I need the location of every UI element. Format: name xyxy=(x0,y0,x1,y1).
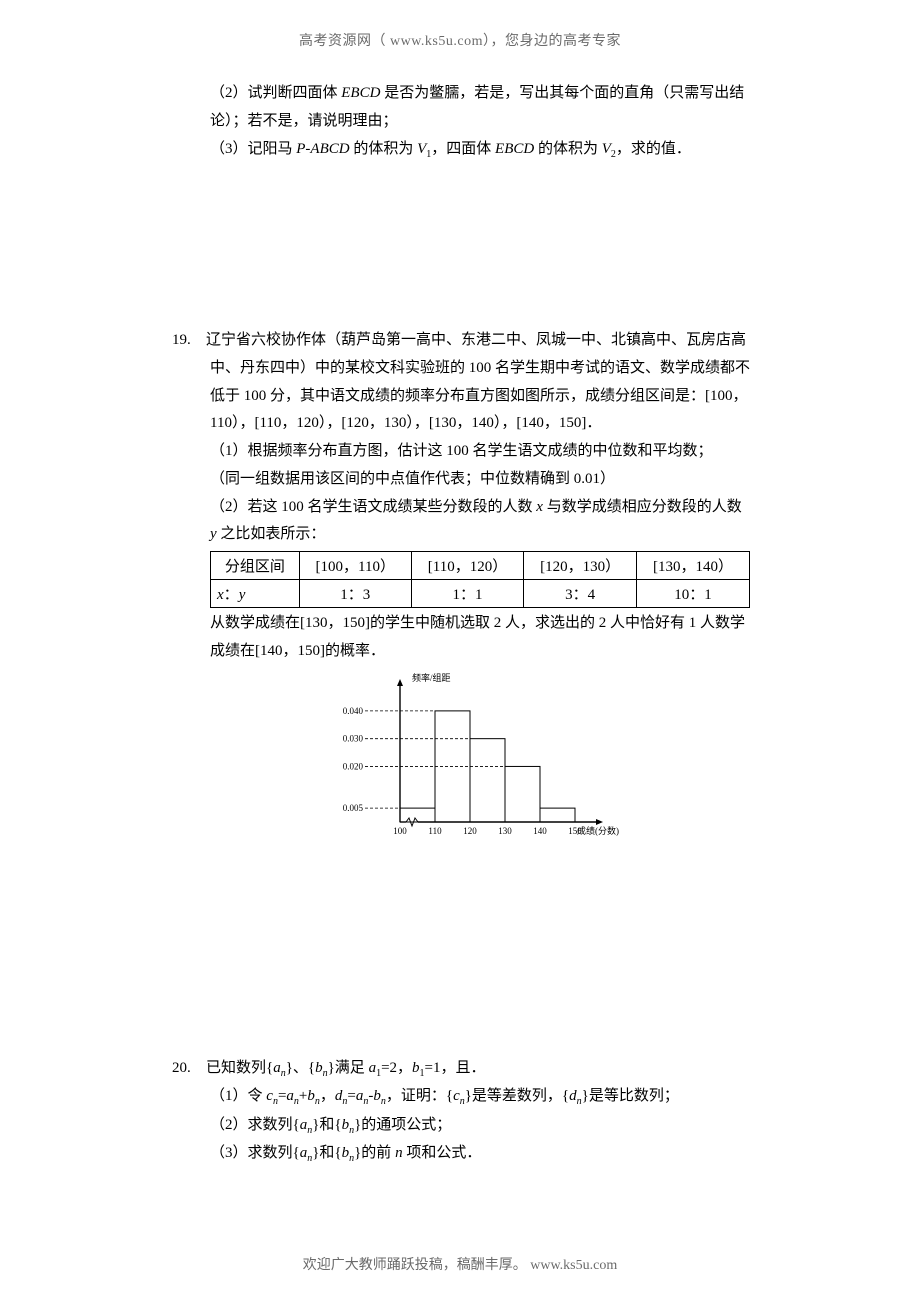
table-cell-3: 10：1 xyxy=(637,580,750,608)
svg-text:0.005: 0.005 xyxy=(343,803,364,813)
question-20: 20.已知数列{an}、{bn}满足 a1=2，b1=1，且． （1）令 cn=… xyxy=(210,1055,750,1169)
page-content: （2）试判断四面体 EBCD 是否为鳖臑，若是，写出其每个面的直角（只需写出结论… xyxy=(0,80,920,1169)
q18-part2: （2）试判断四面体 EBCD 是否为鳖臑，若是，写出其每个面的直角（只需写出结论… xyxy=(210,80,750,136)
table-col-2: [120，130） xyxy=(524,552,637,580)
question-18-tail: （2）试判断四面体 EBCD 是否为鳖臑，若是，写出其每个面的直角（只需写出结论… xyxy=(210,80,750,164)
svg-text:频率/组距: 频率/组距 xyxy=(412,672,451,683)
q19-histogram: 0.0050.0200.0300.040100110120130140150频率… xyxy=(210,672,750,857)
q19-body: 辽宁省六校协作体（葫芦岛第一高中、东港二中、凤城一中、北镇高中、瓦房店高中、丹东… xyxy=(206,332,750,431)
page-footer: 欢迎广大教师踊跃投稿，稿酬丰厚。 www.ks5u.com xyxy=(0,1254,920,1274)
q19-ratio-table: 分组区间 [100，110） [110，120） [120，130） [130，… xyxy=(210,551,750,608)
svg-text:成绩(分数): 成绩(分数) xyxy=(577,825,619,836)
svg-text:110: 110 xyxy=(428,826,442,836)
svg-text:100: 100 xyxy=(393,826,407,836)
q19-sub1: （1）根据频率分布直方图，估计这 100 名学生语文成绩的中位数和平均数； xyxy=(210,438,750,466)
histogram-svg: 0.0050.0200.0300.040100110120130140150频率… xyxy=(335,672,625,852)
svg-text:120: 120 xyxy=(463,826,477,836)
q20-number: 20. xyxy=(172,1055,206,1083)
q19-after-table: 从数学成绩在[130，150]的学生中随机选取 2 人，求选出的 2 人中恰好有… xyxy=(210,610,750,666)
table-cell-2: 3：4 xyxy=(524,580,637,608)
q19-sub2: （2）若这 100 名学生语文成绩某些分数段的人数 x 与数学成绩相应分数段的人… xyxy=(210,494,750,550)
q20-sub3: （3）求数列{an}和{bn}的前 n 项和公式． xyxy=(210,1140,750,1169)
q19-number: 19. xyxy=(172,327,206,355)
question-19: 19.辽宁省六校协作体（葫芦岛第一高中、东港二中、凤城一中、北镇高中、瓦房店高中… xyxy=(210,327,750,857)
table-cell-0: 1：3 xyxy=(299,580,411,608)
svg-text:130: 130 xyxy=(498,826,512,836)
q19-sub1-note: （同一组数据用该区间的中点值作代表；中位数精确到 0.01） xyxy=(210,466,750,494)
svg-text:0.040: 0.040 xyxy=(343,705,364,715)
table-col-3: [130，140） xyxy=(637,552,750,580)
table-col-1: [110，120） xyxy=(411,552,523,580)
table-row: x：y 1：3 1：1 3：4 10：1 xyxy=(211,580,750,608)
table-cell-1: 1：1 xyxy=(411,580,523,608)
svg-text:0.030: 0.030 xyxy=(343,733,364,743)
table-row-label: x：y xyxy=(211,580,300,608)
q18-part3: （3）记阳马 P-ABCD 的体积为 V1，四面体 EBCD 的体积为 V2，求… xyxy=(210,136,750,165)
page-header: 高考资源网（ www.ks5u.com），您身边的高考专家 xyxy=(0,30,920,50)
svg-text:140: 140 xyxy=(533,826,547,836)
table-col-0: [100，110） xyxy=(299,552,411,580)
table-header-label: 分组区间 xyxy=(211,552,300,580)
table-header-row: 分组区间 [100，110） [110，120） [120，130） [130，… xyxy=(211,552,750,580)
q20-sub1: （1）令 cn=an+bn，dn=an-bn，证明：{cn}是等差数列，{dn}… xyxy=(210,1083,750,1112)
svg-text:0.020: 0.020 xyxy=(343,761,364,771)
q20-sub2: （2）求数列{an}和{bn}的通项公式； xyxy=(210,1112,750,1141)
